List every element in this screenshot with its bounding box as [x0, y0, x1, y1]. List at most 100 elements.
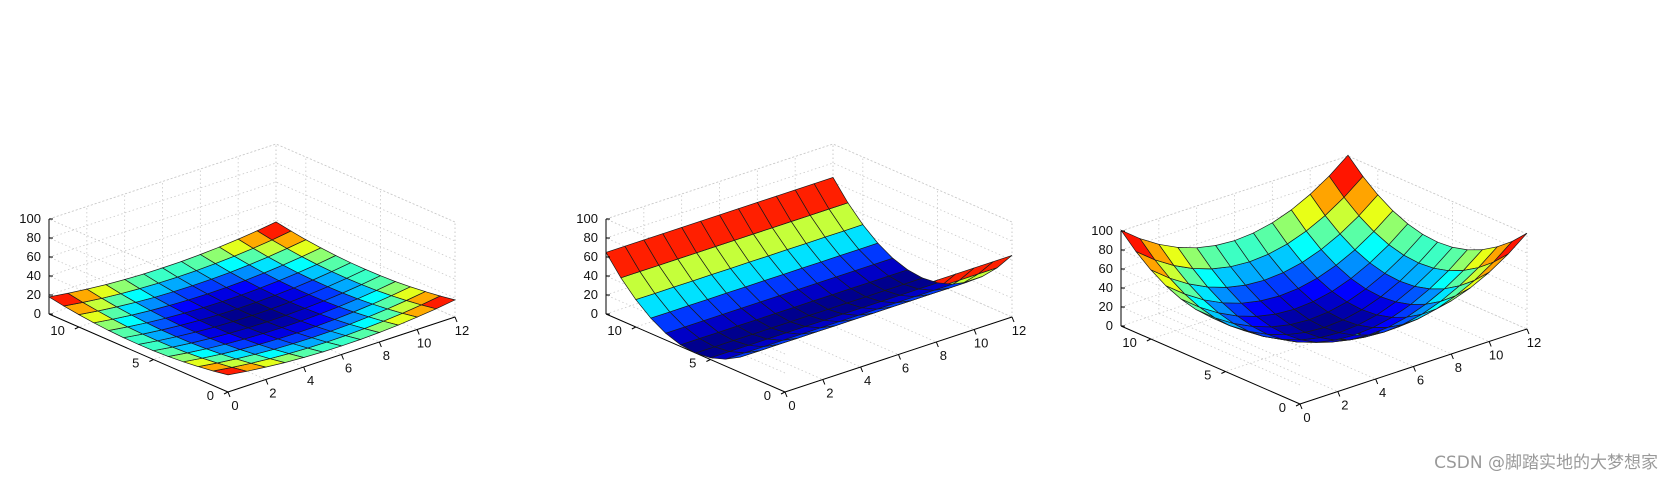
surface-patch: [605, 245, 641, 279]
z-tick-label: 60: [27, 249, 41, 264]
x-tick-mark: [303, 366, 307, 373]
grid-line-z-left: [1120, 287, 1301, 367]
x-tick-label: 2: [269, 386, 276, 401]
y-tick-mark: [631, 326, 637, 330]
z-tick-label: 80: [584, 230, 598, 245]
z-tick-label: 0: [1106, 318, 1113, 333]
y-tick-label: 0: [1279, 400, 1286, 415]
x-tick-mark: [973, 329, 977, 335]
x-tick-label: 12: [1012, 323, 1026, 338]
y-tick-mark: [1146, 338, 1152, 342]
y-tick-label: 5: [132, 356, 139, 371]
z-tick-label: 20: [27, 287, 41, 302]
z-tick-label: 0: [34, 306, 41, 321]
x-tick-mark: [898, 354, 901, 360]
x-tick-mark: [1413, 366, 1416, 372]
surface-patch: [48, 292, 84, 307]
x-tick-mark: [378, 341, 382, 348]
z-tick-label: 60: [1099, 261, 1113, 276]
grid-line-z: [605, 162, 1013, 242]
x-tick-label: 4: [864, 373, 871, 388]
z-tick-label: 100: [19, 211, 41, 226]
grid-line-z: [48, 143, 456, 223]
x-tick-mark: [1011, 316, 1015, 323]
x-tick-label: 6: [345, 361, 352, 376]
x-tick-label: 10: [974, 336, 988, 351]
z-tick-label: 0: [591, 306, 598, 321]
grid-line-z-left: [605, 294, 786, 374]
x-tick-mark: [454, 316, 458, 323]
x-tick-mark: [1375, 378, 1379, 385]
x-tick-label: 10: [1489, 348, 1503, 363]
z-tick-label: 80: [27, 230, 41, 245]
grid-line-z: [1120, 193, 1528, 273]
x-tick-mark: [935, 341, 939, 348]
x-tick-mark: [1337, 391, 1341, 397]
grid-line-z: [605, 238, 1013, 318]
y-tick-mark: [1295, 403, 1301, 407]
x-tick-label: 8: [1455, 360, 1462, 375]
surface: [1119, 154, 1528, 343]
x-tick-label: 0: [788, 398, 795, 413]
grid-line-z: [1120, 174, 1528, 254]
y-tick-label: 5: [1204, 368, 1211, 383]
surface: [48, 221, 457, 376]
y-tick-label: 10: [1122, 335, 1136, 350]
grid-line-z: [605, 181, 1013, 261]
surface: [605, 176, 1013, 360]
x-tick-mark: [860, 366, 864, 373]
x-tick-label: 6: [902, 361, 909, 376]
watermark-text: CSDN @脚踏实地的大梦想家: [1434, 453, 1658, 473]
grid-line-z: [1120, 250, 1528, 330]
y-tick-label: 0: [764, 388, 771, 403]
y-tick-mark: [149, 359, 154, 362]
x-tick-label: 8: [383, 348, 390, 363]
x-tick-mark: [416, 329, 420, 335]
x-tick-label: 12: [455, 323, 469, 338]
x-tick-label: 10: [417, 336, 431, 351]
z-tick-label: 40: [27, 268, 41, 283]
grid-line-z: [605, 219, 1013, 299]
z-tick-label: 100: [576, 211, 598, 226]
z-tick-label: 100: [1091, 223, 1113, 238]
x-tick-label: 4: [307, 373, 314, 388]
x-tick-label: 2: [1341, 398, 1348, 413]
y-tick-mark: [1221, 371, 1226, 374]
y-tick-label: 10: [607, 323, 621, 338]
x-tick-label: 8: [940, 348, 947, 363]
y-tick-mark: [74, 326, 80, 330]
x-tick-mark: [784, 391, 788, 398]
grid-line-z: [48, 200, 456, 280]
x-tick-mark: [227, 391, 231, 398]
y-tick-mark: [223, 391, 229, 395]
grid-line-x-floor: [1158, 313, 1338, 392]
x-tick-mark: [1488, 341, 1492, 347]
z-tick-label: 80: [1099, 242, 1113, 257]
y-tick-mark: [706, 359, 711, 362]
y-tick-mark: [780, 391, 786, 395]
grid-line-z: [48, 181, 456, 261]
grid-line-z: [605, 200, 1013, 280]
z-tick-label: 60: [584, 249, 598, 264]
z-tick-label: 20: [1099, 299, 1113, 314]
z-tick-label: 40: [584, 268, 598, 283]
surface-patch: [1119, 229, 1156, 261]
x-tick-mark: [1526, 328, 1530, 335]
y-tick-label: 0: [207, 388, 214, 403]
x-tick-label: 0: [1303, 410, 1310, 425]
x-tick-mark: [341, 354, 344, 360]
z-tick-label: 40: [1099, 280, 1113, 295]
z-tick-label: 20: [584, 287, 598, 302]
x-tick-label: 0: [231, 398, 238, 413]
grid-line-z-left: [1120, 306, 1301, 386]
x-tick-label: 12: [1527, 335, 1541, 350]
y-tick-label: 10: [50, 323, 64, 338]
x-tick-label: 4: [1379, 385, 1386, 400]
x-tick-label: 6: [1417, 373, 1424, 388]
x-tick-mark: [265, 379, 269, 385]
